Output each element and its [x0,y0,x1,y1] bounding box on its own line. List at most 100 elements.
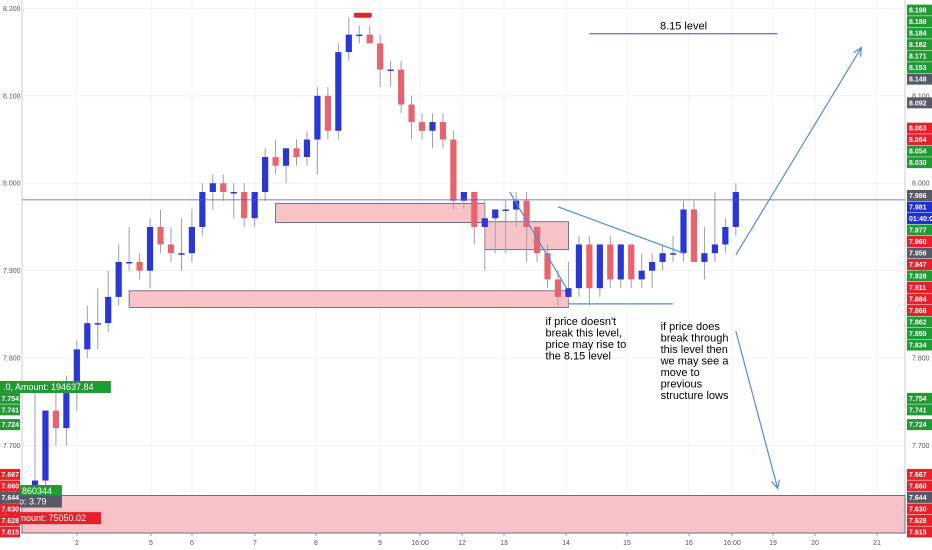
annotation-text: the 8.15 level [546,350,611,362]
price-badge [907,50,932,62]
annotation-text: this level then [661,344,728,356]
bullish-candle [126,261,133,264]
price-badge [907,157,932,169]
price-badge-label: 8.198 [909,8,927,15]
price-badge [907,480,932,492]
price-badge [907,304,932,316]
bullish-candle [638,270,645,280]
bullish-candle [429,122,436,131]
arrow-shaft [735,330,779,489]
price-badge [907,4,932,16]
price-badge-label: 8.030 [909,160,927,167]
bearish-candle [439,122,447,140]
price-badge [907,316,932,328]
price-badge-label: 7.884 [909,296,927,303]
bullish-candle [31,480,39,490]
annotation-text: price may rise to [546,339,627,351]
price-tick-label: 8.000 [912,181,930,188]
bullish-candle [115,261,122,297]
bullish-candle [481,218,488,227]
price-badge-left [0,503,20,515]
trade-label-text: .0, Amount: 194637.84 [3,382,94,392]
bearish-candle [157,226,164,245]
price-badge-label: 7.859 [909,331,927,338]
bearish-candle [523,200,530,227]
candles-layer [31,17,739,507]
price-badge-label: 8.063 [909,126,927,133]
price-badge-label: 7.977 [909,227,927,234]
price-badge-label: 7.754 [909,396,927,403]
bearish-candle [377,43,384,70]
price-badge [907,122,932,134]
annotation-text: we may see a [660,356,730,368]
price-badge-label: 8.054 [909,149,927,156]
price-badge [907,327,932,339]
price-badge-left [0,514,20,526]
price-tick-label: 8.100 [3,93,21,100]
time-tick-label: 16:00 [411,540,429,547]
bullish-candle [314,95,321,140]
bullish-candle [617,244,624,280]
zones-layer [21,202,906,534]
price-badge [907,491,932,503]
price-badge-left-label: 7.741 [2,407,20,414]
price-tick-label: 7.700 [912,443,930,450]
trade-label-text: 0, Amount: 75050.02 [3,513,86,523]
price-badge [907,404,932,416]
price-tick-label: 8.200 [3,6,21,13]
annotation-text: move to [661,367,700,379]
price-badge-label: 7.644 [909,495,927,502]
price-badge-label: 8.182 [909,42,927,49]
price-badge-label: 8.148 [909,77,927,84]
price-badge-label: 8.054 [909,137,927,144]
price-badge-label: 7.667 [909,472,927,479]
bullish-candle [178,253,185,255]
price-badge [907,27,932,39]
bullish-candle [282,148,290,166]
bearish-candle [690,209,698,262]
bullish-candle [502,209,509,211]
price-badge [907,16,932,28]
price-badge-label: 7.956 [909,250,927,257]
price-badge-label: 01:40:00 [909,216,932,223]
bullish-candle [84,323,91,350]
annotation-text: previous [661,379,703,391]
price-badge-label: 7.741 [909,407,927,414]
price-badge-left [0,404,20,416]
bullish-candle [680,209,687,254]
price-badge [907,293,932,305]
bullish-candle [188,226,195,254]
trade-label-box [0,512,102,525]
price-badge-label: 7.866 [909,308,927,315]
price-badge [907,224,932,236]
time-axis[interactable]: 2 5 6 7 8 9 16:00 12 13 14 15 16 16:00 19 20 21 [75,533,881,547]
bullish-candle [345,34,352,53]
bullish-candle [94,323,101,325]
trade-label-text: Qty: 860344 [3,486,52,496]
bearish-candle [554,279,562,297]
time-tick-label: 21 [873,540,881,547]
time-tick-label: 6 [190,540,194,547]
price-badge-left-label: 7.615 [2,529,20,536]
price-badge [907,39,932,51]
time-tick-label: 9 [378,540,382,547]
bullish-candle [262,157,269,192]
annotation-text: break this level, [546,327,622,339]
bearish-candle [366,34,373,44]
bearish-candle [471,191,478,227]
trade-label-text: Ratio: 3.79 [3,497,47,507]
price-badge-label: 7.615 [909,529,927,536]
time-tick-label: 13 [500,540,508,547]
bullish-candle [711,244,718,254]
bearish-candle [293,148,300,158]
level-label: 8.15 level [660,21,707,33]
right-price-axis[interactable]: 8.2008.1008.0007.9007.8007.7008.1988.188… [907,4,932,538]
bullish-candle [596,244,603,289]
bullish-candle [460,191,467,201]
price-badge-left [0,392,20,404]
price-badge-label: 7.862 [909,319,927,326]
bearish-candle [450,139,457,201]
price-badge [907,281,932,293]
